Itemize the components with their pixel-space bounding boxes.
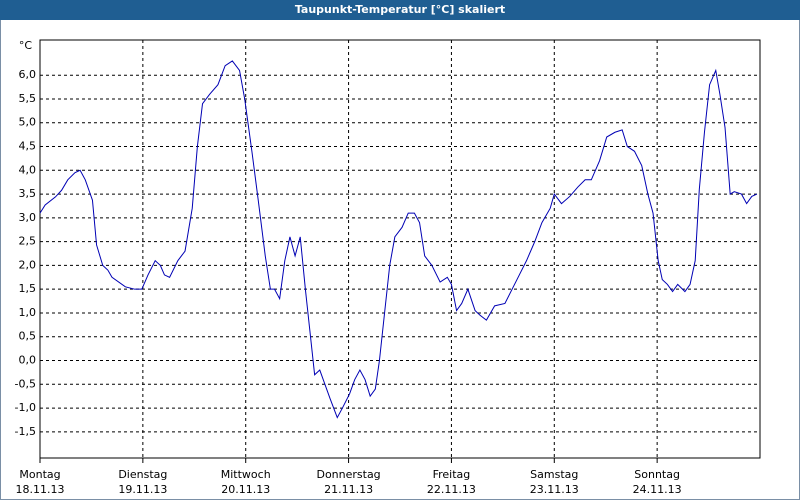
x-tick-label: Montag — [19, 468, 60, 481]
y-tick-label: 4,5 — [19, 140, 37, 153]
y-tick-label: 5,5 — [19, 92, 37, 105]
line — [39, 60, 758, 419]
y-tick-label: 1,0 — [19, 306, 37, 319]
x-tick-label: Dienstag — [118, 468, 167, 481]
x-tick-date: 24.11.13 — [633, 483, 682, 496]
y-tick-label: 3,0 — [19, 211, 37, 224]
y-tick-label: 0,5 — [19, 330, 37, 343]
plot-area — [39, 39, 761, 459]
x-tick-date: 21.11.13 — [324, 483, 373, 496]
y-tick-label: -1,0 — [15, 401, 36, 414]
y-tick-label: 5,0 — [19, 116, 37, 129]
x-tick-date: 20.11.13 — [221, 483, 270, 496]
title-bar — [0, 0, 800, 20]
x-tick-label: Donnerstag — [316, 468, 380, 481]
y-tick-label: 4,0 — [19, 163, 37, 176]
x-tick-date: 18.11.13 — [16, 483, 65, 496]
y-tick-label: 2,5 — [19, 235, 37, 248]
y-tick-label: 2,0 — [19, 258, 37, 271]
x-tick-label: Mittwoch — [221, 468, 271, 481]
x-tick-label: Sonntag — [634, 468, 680, 481]
x-tick-label: Samstag — [530, 468, 578, 481]
x-tick-date: 19.11.13 — [118, 483, 167, 496]
y-tick-label: 0,0 — [19, 354, 37, 367]
y-tick-label: -1,5 — [15, 425, 36, 438]
x-tick-date: 23.11.13 — [530, 483, 579, 496]
y-tick-label: 3,5 — [19, 187, 37, 200]
chart-title: Taupunkt-Temperatur [°C] skaliert — [295, 3, 505, 16]
y-tick-label: 1,5 — [19, 282, 37, 295]
x-tick-date: 22.11.13 — [427, 483, 476, 496]
x-tick-label: Freitag — [433, 468, 471, 481]
y-tick-label: -0,5 — [15, 377, 36, 390]
y-tick-label: 6,0 — [19, 68, 37, 81]
y-unit: °C — [19, 39, 33, 52]
